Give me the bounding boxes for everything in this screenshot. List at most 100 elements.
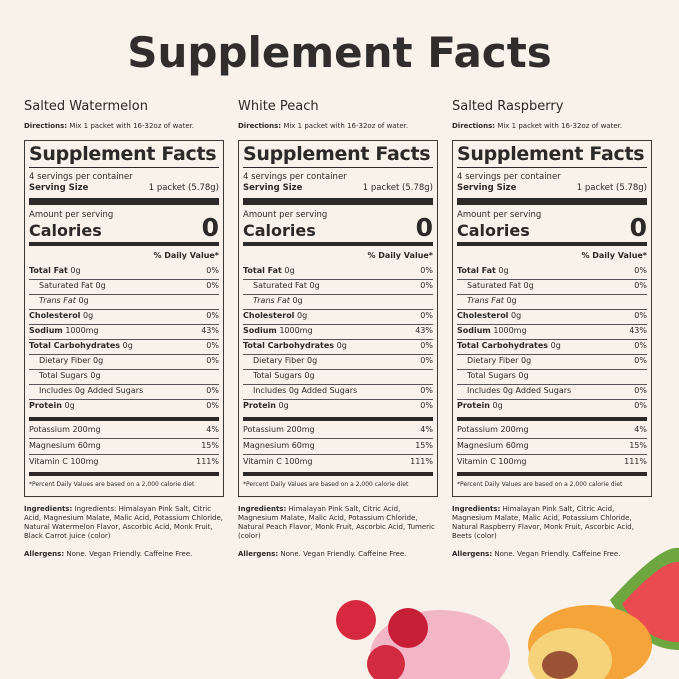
nutrient-amount: 0g [492, 401, 503, 410]
nutrient-row: Includes 0g Added Sugars 0% [457, 384, 647, 400]
calories-value: 0 [201, 213, 219, 242]
nutrient-amount: 0g [550, 341, 561, 350]
directions-text: Mix 1 packet with 16-32oz of water. [497, 122, 623, 130]
allergens: Allergens: None. Vegan Friendly. Caffein… [452, 550, 620, 558]
nutrient-label: Trans Fat [39, 296, 76, 305]
nutrient-dv: 111% [624, 457, 647, 466]
nutrient-row: Dietary Fiber 0g 0% [29, 354, 219, 370]
nutrient-dv: 43% [415, 326, 433, 335]
facts-panel: Supplement Facts 4 servings per container… [24, 140, 224, 497]
nutrient-amount: 0g [304, 371, 315, 380]
servings: 4 servings per container [29, 172, 133, 182]
nutrient-row: Total Sugars 0g [457, 369, 647, 385]
calories-value: 0 [629, 213, 647, 242]
dv-header: % Daily Value* [581, 251, 647, 260]
nutrient-label: Saturated Fat [39, 281, 93, 290]
nutrient-row: Total Fat 0g 0% [29, 264, 219, 280]
nutrient-label: Magnesium [243, 441, 290, 450]
ingredients-label: Ingredients: [238, 505, 287, 513]
nutrient-row: Vitamin C 100mg 111% [457, 455, 647, 470]
nutrient-label: Total Sugars [467, 371, 516, 380]
nutrient-dv: 4% [420, 425, 433, 434]
nutrient-row: Total Sugars 0g [243, 369, 433, 385]
panel-title: Supplement Facts [243, 143, 431, 165]
nutrient-label: Potassium [457, 425, 498, 434]
product-name: Salted Raspberry [452, 99, 564, 114]
nutrient-amount: 0g [296, 311, 308, 320]
nutrient-dv: 0% [634, 401, 647, 410]
nutrient-dv: 0% [634, 311, 647, 320]
rule [457, 242, 647, 246]
nutrient-dv: 0% [420, 401, 433, 410]
nutrient-dv: 15% [201, 441, 219, 450]
rule [29, 242, 219, 246]
directions-text: Mix 1 packet with 16-32oz of water. [283, 122, 409, 130]
nutrient-amount: 0g [309, 281, 320, 290]
nutrient-label: Trans Fat [253, 296, 290, 305]
nutrient-label: Cholesterol [29, 311, 81, 320]
nutrient-dv: 0% [634, 356, 647, 365]
nutrient-row: Protein 0g 0% [243, 399, 433, 414]
nutrient-row: Magnesium 60mg 15% [457, 439, 647, 455]
nutrient-amount: 60mg [77, 441, 101, 450]
nutrient-dv: 0% [634, 386, 647, 395]
ingredients-text: Himalayan Pink Salt, Citric Acid, Magnes… [238, 505, 435, 540]
nutrient-amount: 1000mg [493, 326, 527, 335]
nutrient-label: Cholesterol [457, 311, 509, 320]
rule [243, 417, 433, 421]
nutrient-amount: 0g [510, 311, 522, 320]
amount-label: Amount per serving [29, 210, 114, 220]
nutrient-amount: 0g [523, 281, 534, 290]
allergens: Allergens: None. Vegan Friendly. Caffein… [238, 550, 406, 558]
allergens-label: Allergens: [24, 550, 65, 558]
nutrient-label: Potassium [29, 425, 70, 434]
nutrient-amount: 200mg [286, 425, 315, 434]
nutrient-row: Sodium 1000mg 43% [457, 324, 647, 340]
nutrient-dv: 0% [206, 281, 219, 290]
nutrient-row: Includes 0g Added Sugars 0% [243, 384, 433, 400]
nutrient-amount: 0g [307, 356, 318, 365]
nutrient-label: Includes [39, 386, 73, 395]
nutrient-amount: 100mg [70, 457, 99, 466]
ingredients-label: Ingredients: [452, 505, 501, 513]
footnote: *Percent Daily Values are based on a 2,0… [29, 481, 195, 488]
nutrient-row: Vitamin C 100mg 111% [243, 455, 433, 470]
rule [29, 167, 219, 168]
directions-label: Directions: [24, 122, 68, 130]
nutrient-label: Dietary Fiber [467, 356, 519, 365]
panel-title: Supplement Facts [29, 143, 217, 165]
nutrient-label: Saturated Fat [253, 281, 307, 290]
nutrient-dv: 43% [629, 326, 647, 335]
nutrient-amount: 60mg [291, 441, 315, 450]
serving-size-label: Serving Size [29, 183, 89, 193]
rule [29, 472, 219, 476]
calories-label: Calories [457, 221, 530, 240]
directions: Directions: Mix 1 packet with 16-32oz of… [24, 122, 194, 130]
nutrient-amount: 0g [78, 296, 89, 305]
nutrient-amount: 0g [93, 356, 104, 365]
nutrient-amount: 0g [95, 281, 106, 290]
serving-size: 1 packet (5.78g) [576, 183, 647, 193]
directions-label: Directions: [452, 122, 496, 130]
nutrient-label: Total Carbohydrates [457, 341, 549, 350]
nutrient-label: Includes [467, 386, 501, 395]
raspberry [336, 600, 376, 640]
nutrient-dv: 0% [206, 341, 219, 350]
footnote: *Percent Daily Values are based on a 2,0… [243, 481, 409, 488]
nutrient-amount: 0g [122, 341, 133, 350]
nutrient-amount: 0g Added Sugars [288, 386, 358, 395]
nutrient-row: Includes 0g Added Sugars 0% [29, 384, 219, 400]
nutrient-label: Sodium [243, 326, 277, 335]
nutrient-row: Total Fat 0g 0% [243, 264, 433, 280]
nutrient-row: Total Sugars 0g [29, 369, 219, 385]
ingredients: Ingredients: Himalayan Pink Salt, Citric… [238, 505, 438, 541]
nutrient-dv: 0% [420, 311, 433, 320]
nutrient-label: Saturated Fat [467, 281, 521, 290]
nutrient-amount: 1000mg [65, 326, 99, 335]
directions: Directions: Mix 1 packet with 16-32oz of… [238, 122, 408, 130]
panel-title: Supplement Facts [457, 143, 645, 165]
nutrient-row: Dietary Fiber 0g 0% [243, 354, 433, 370]
nutrient-label: Magnesium [457, 441, 504, 450]
facts-panel: Supplement Facts 4 servings per container… [452, 140, 652, 497]
nutrient-label: Dietary Fiber [39, 356, 91, 365]
